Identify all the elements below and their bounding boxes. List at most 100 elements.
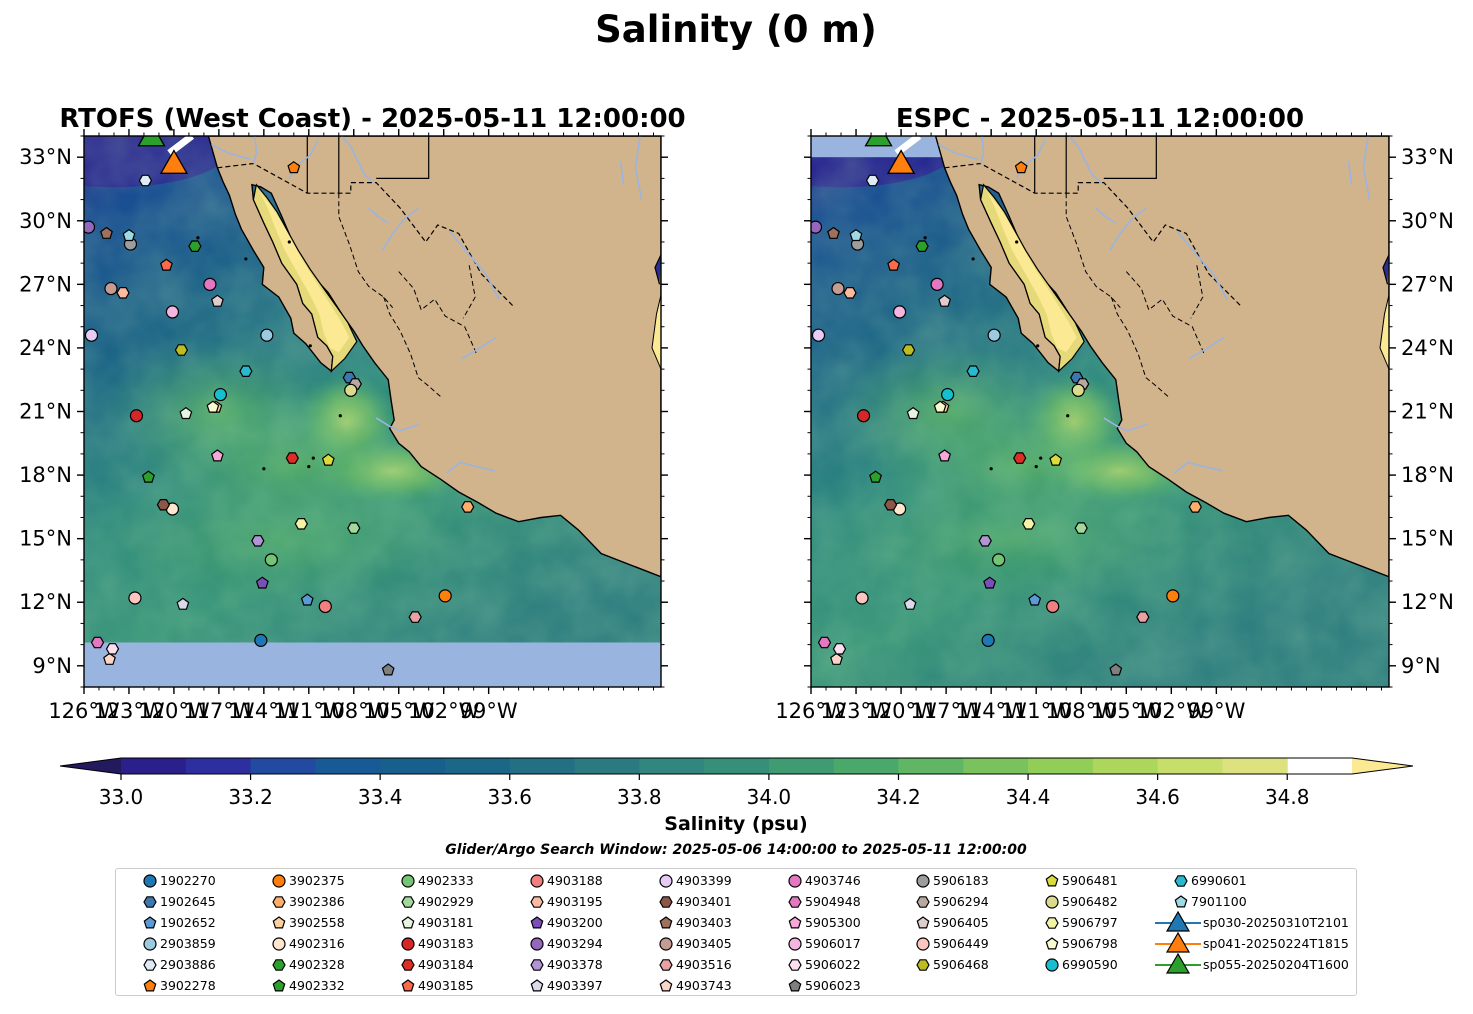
colorbar-bin <box>1222 758 1288 774</box>
legend-label: 4903294 <box>547 936 603 951</box>
legend-label: 6990601 <box>1191 873 1247 888</box>
float-4903181 <box>179 406 193 420</box>
river <box>368 207 389 224</box>
legend-marker-3902375 <box>272 874 286 888</box>
float-3902386 <box>461 501 475 513</box>
glider-track <box>167 136 195 156</box>
colorbar-tick-label: 34.2 <box>876 785 921 809</box>
float-4903405 <box>831 281 845 296</box>
float-5906017 <box>892 305 907 319</box>
river <box>446 461 495 474</box>
river <box>381 207 419 251</box>
legend-item: 4903397 <box>530 979 603 993</box>
legend-label: 4903184 <box>418 957 474 972</box>
legend-label: 5906022 <box>805 957 861 972</box>
island <box>989 467 993 471</box>
float-5906797 <box>294 517 308 530</box>
colorbar-bin <box>444 758 511 774</box>
legend-item: sp030-20250310T2101 <box>1155 910 1349 932</box>
river <box>979 136 985 164</box>
xtick-label: 114°W <box>228 699 300 723</box>
legend-item: 4903195 <box>530 895 603 909</box>
legend: 1902270 1902645 1902652 2903859 2903886 39022… <box>115 868 1357 996</box>
legend-marker-3902278 <box>143 979 157 992</box>
legend-marker-sp041-20250224T1815 <box>1165 931 1191 953</box>
float-4903294 <box>84 220 96 234</box>
island <box>1039 456 1043 460</box>
legend-marker-2903859 <box>143 937 157 951</box>
state-border <box>383 296 442 398</box>
float-4903401 <box>156 499 171 511</box>
legend-marker-4902316 <box>272 937 286 951</box>
float-4903397 <box>903 597 917 610</box>
ytick-label: 30°N <box>19 209 72 233</box>
float-2903859 <box>260 328 274 342</box>
legend-item: 4902929 <box>401 895 474 909</box>
float-4903185 <box>887 258 901 271</box>
legend-item: 4903403 <box>659 916 732 930</box>
float-5906017 <box>165 305 180 319</box>
float-5906482 <box>344 383 358 397</box>
float-4903399 <box>811 328 826 342</box>
legend-label: 5906405 <box>933 915 989 930</box>
legend-item: 5906481 <box>1045 873 1118 888</box>
float-5906798 <box>933 400 947 413</box>
float-5906023 <box>381 663 395 676</box>
figure-title: Salinity (0 m) <box>595 8 877 51</box>
legend-item: 5906468 <box>916 957 989 972</box>
colorbar-bin <box>704 758 770 774</box>
glider-sp041-20250224T1815 <box>159 149 189 174</box>
legend-item: 4903184 <box>401 957 474 972</box>
float-1902652 <box>1028 593 1042 606</box>
xtick-label: 111°W <box>1001 699 1073 723</box>
panel-title: ESPC - 2025-05-11 12:00:00 <box>896 104 1304 134</box>
float-5906449 <box>128 591 142 605</box>
xtick-label: 117°W <box>183 699 255 723</box>
river <box>341 136 374 184</box>
float-4903405 <box>104 281 118 296</box>
float-4903188 <box>1046 599 1060 614</box>
river <box>1095 207 1117 224</box>
legend-label: 4903181 <box>418 915 474 930</box>
colorbar-tick-label: 34.6 <box>1135 785 1180 809</box>
float-4903397 <box>176 597 190 610</box>
legend-item: 4903294 <box>530 936 603 951</box>
ytick-label: 30°N <box>1401 209 1454 233</box>
xtick-label: 126°W <box>775 699 847 723</box>
float-5906481 <box>321 453 335 466</box>
colorbar-bin <box>509 758 576 774</box>
river <box>449 230 500 300</box>
state-border <box>1190 265 1204 319</box>
float-4902333 <box>992 553 1006 567</box>
legend-label: 7901100 <box>1191 894 1247 909</box>
xtick-label: 99°W <box>460 699 518 723</box>
float-6990590 <box>213 387 227 402</box>
legend-label: 4903378 <box>547 957 603 972</box>
river <box>1109 207 1147 251</box>
legend-item: 5906797 <box>1045 916 1118 930</box>
legend-label: 5906468 <box>933 957 989 972</box>
ytick-label: 12°N <box>19 590 72 614</box>
ytick-label: 12°N <box>1401 590 1454 614</box>
float-6990601 <box>239 365 253 377</box>
legend-marker-4903185 <box>401 979 415 992</box>
river <box>634 136 643 200</box>
float-4903200 <box>983 576 997 589</box>
map-panel-rtofs: RTOFS (West Coast) - 2025-05-11 12:00:00… <box>19 104 686 723</box>
float-5906022 <box>105 643 120 655</box>
legend-item: 6990601 <box>1174 873 1247 888</box>
legend-item: 4903405 <box>659 936 732 951</box>
float-4902929 <box>1074 522 1088 534</box>
ytick-label: 21°N <box>19 400 72 424</box>
float-5905300 <box>210 449 224 462</box>
legend-item: 4903378 <box>530 957 603 972</box>
legend-marker-4902328 <box>272 959 286 971</box>
legend-marker-6990601 <box>1174 875 1188 887</box>
legend-marker-4903188 <box>530 874 544 888</box>
xtick-label: 123°W <box>93 699 165 723</box>
legend-label: 4903405 <box>676 936 732 951</box>
legend-label: 4903746 <box>805 873 861 888</box>
float-5904948 <box>90 636 105 649</box>
float-4903188 <box>318 599 332 614</box>
legend-label: 5906481 <box>1062 873 1118 888</box>
